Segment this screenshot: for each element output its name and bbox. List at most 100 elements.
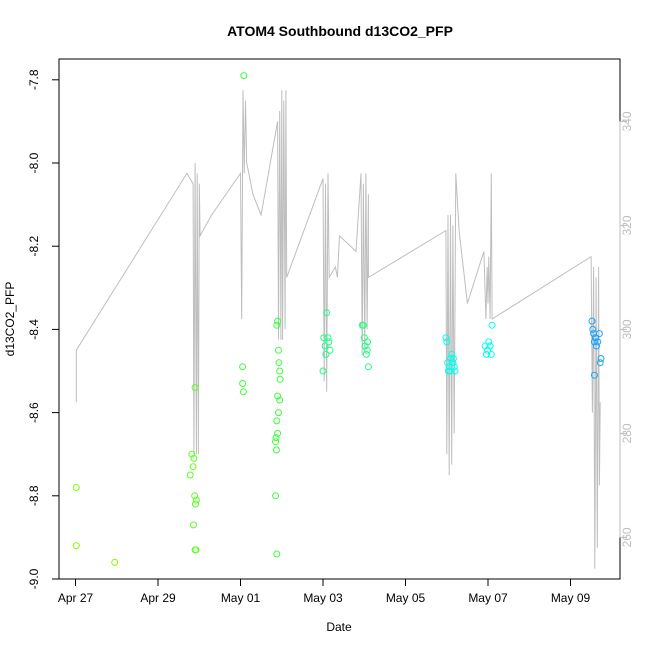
data-points (72, 72, 605, 566)
data-point (593, 342, 600, 350)
y2-tick-label: 340 (620, 111, 634, 131)
data-point (445, 363, 453, 371)
x-tick-label: May 05 (386, 591, 426, 605)
data-point (111, 558, 119, 566)
y-tick-label: -7.8 (27, 69, 41, 90)
data-point (364, 338, 372, 346)
data-point (325, 338, 333, 346)
data-point (588, 317, 596, 325)
data-point (192, 546, 200, 554)
data-point (485, 338, 493, 346)
data-point (449, 359, 457, 367)
y2-tick-label: 260 (620, 527, 634, 547)
y2-tick-label: 280 (620, 423, 634, 443)
data-point (595, 330, 603, 338)
y-tick-label: -8.8 (27, 485, 41, 506)
data-point (239, 363, 247, 371)
data-point (359, 321, 367, 329)
data-point (192, 500, 199, 508)
data-point (273, 550, 281, 558)
data-point (273, 321, 281, 329)
y2-tick-label: 300 (620, 319, 634, 339)
data-point (275, 359, 283, 367)
data-point (449, 355, 457, 362)
data-point (364, 363, 372, 371)
data-point (276, 396, 284, 404)
data-point (276, 375, 284, 383)
data-point (272, 492, 280, 500)
data-point (191, 492, 199, 500)
data-point (443, 338, 451, 346)
data-point (72, 484, 80, 491)
x-tick-label: May 07 (468, 591, 508, 605)
data-point (324, 334, 332, 342)
data-point (597, 355, 605, 362)
data-point (273, 417, 281, 425)
y-tick-label: -9.0 (27, 568, 41, 589)
data-point (596, 359, 604, 367)
x-axis-label: Date (326, 620, 352, 634)
data-point (239, 388, 247, 396)
data-point (446, 367, 454, 375)
y-axis: -9.0 -8.8 -8.6 -8.4 -8.2 -8.0 -7.8 (27, 69, 60, 589)
chart-title: ATOM4 Southbound d13CO2_PFP (227, 23, 453, 39)
data-point (592, 334, 600, 342)
y-axis-label: d13CO2_PFP (3, 282, 17, 357)
data-point (272, 438, 280, 446)
y-tick-label: -8.0 (27, 152, 41, 173)
data-point (451, 367, 459, 375)
data-point (272, 434, 280, 442)
secondary-line-path (75, 90, 601, 569)
data-point (186, 471, 194, 479)
y2-tick-label: 320 (620, 215, 634, 235)
data-point (590, 338, 598, 346)
data-point (363, 346, 371, 354)
data-point (188, 450, 196, 458)
data-point (320, 334, 328, 342)
data-point (275, 409, 282, 417)
data-point (72, 542, 80, 550)
data-point (360, 334, 368, 342)
data-point (190, 454, 198, 462)
data-point (191, 384, 199, 392)
y-tick-label: -8.6 (27, 402, 41, 423)
data-point (362, 350, 370, 358)
data-point (589, 325, 597, 333)
data-point (486, 342, 494, 350)
x-tick-label: May 01 (221, 591, 261, 605)
data-point (450, 363, 458, 371)
data-point (274, 392, 282, 400)
data-point (274, 429, 282, 437)
data-point (240, 72, 248, 80)
data-point (590, 371, 598, 379)
data-point (272, 446, 280, 454)
secondary-series-line (75, 90, 601, 569)
x-tick-label: Apr 27 (58, 591, 94, 605)
data-point (482, 350, 490, 358)
data-point (239, 380, 247, 387)
data-point (322, 350, 330, 358)
x-tick-label: Apr 29 (140, 591, 176, 605)
data-point (326, 346, 334, 354)
data-point (190, 521, 197, 529)
x-axis: Apr 27 Apr 29 May 01 May 03 May 05 May 07 May … (58, 578, 591, 605)
y-tick-label: -8.4 (27, 319, 41, 340)
data-point (319, 367, 327, 375)
data-point (488, 321, 496, 329)
data-point (276, 367, 284, 375)
plot-frame (58, 58, 621, 580)
data-point (321, 342, 329, 350)
y-axis-right: 260 280 300 320 340 (619, 111, 634, 547)
y-tick-label: -8.2 (27, 236, 41, 257)
data-point (274, 317, 282, 325)
data-point (275, 346, 282, 354)
data-point (192, 496, 200, 504)
data-point (442, 334, 450, 342)
data-point (189, 463, 197, 471)
data-point (448, 350, 456, 358)
x-tick-label: May 03 (303, 591, 343, 605)
x-tick-label: May 09 (551, 591, 591, 605)
data-point (594, 338, 602, 346)
data-point (323, 309, 331, 317)
